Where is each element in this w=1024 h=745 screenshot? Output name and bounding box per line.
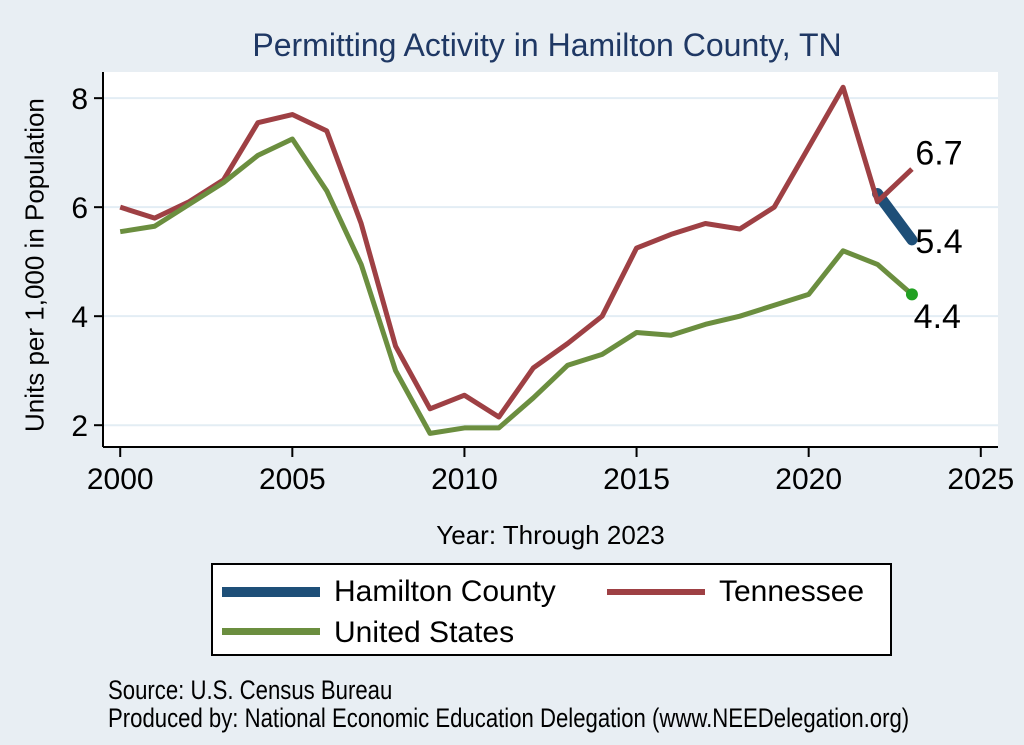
legend-label-hamilton-county: Hamilton County [334,575,556,608]
x-tick-label-2025: 2025 [947,463,1014,496]
y-tick-label-6: 6 [71,192,88,225]
legend-swatch-hamilton-county [222,587,320,597]
plot-area-svg: 2 4 6 8 2000 2005 2010 2015 2020 2025 6.7 5.4 4.4 [71,72,1014,496]
x-axis-title: Year: Through 2023 [436,520,665,550]
end-marker-united-states [905,288,918,301]
series-line-hamilton-county [872,188,918,246]
y-tick-label-4: 4 [71,301,88,334]
series-line-tennessee [119,84,914,420]
legend-label-united-states: United States [334,616,515,649]
x-tick-label-2010: 2010 [431,463,498,496]
y-tick-label-8: 8 [71,83,88,116]
x-tick-label-2015: 2015 [603,463,670,496]
legend-label-tennessee: Tennessee [719,575,865,608]
data-label-4.4: 4.4 [914,298,961,336]
footnotes: Source: U.S. Census Bureau Produced by: … [108,676,909,732]
y-tick-label-2: 2 [71,410,88,443]
chart-title: Permitting Activity in Hamilton County, … [252,27,842,63]
produced-by-note: Produced by: National Economic Education… [108,703,910,733]
y-axis-title: Units per 1,000 in Population [19,98,50,432]
x-tick-label-2020: 2020 [775,463,842,496]
series-line-united-states [119,136,914,436]
data-label-6.7: 6.7 [915,135,962,173]
source-note: Source: U.S. Census Bureau [108,675,393,705]
x-tick-label-2005: 2005 [259,463,326,496]
legend: Hamilton County Tennessee United States [211,563,892,656]
data-label-5.4: 5.4 [915,223,962,261]
legend-swatch-united-states [222,628,320,635]
legend-swatch-tennessee [607,589,705,595]
x-tick-label-2000: 2000 [87,463,154,496]
